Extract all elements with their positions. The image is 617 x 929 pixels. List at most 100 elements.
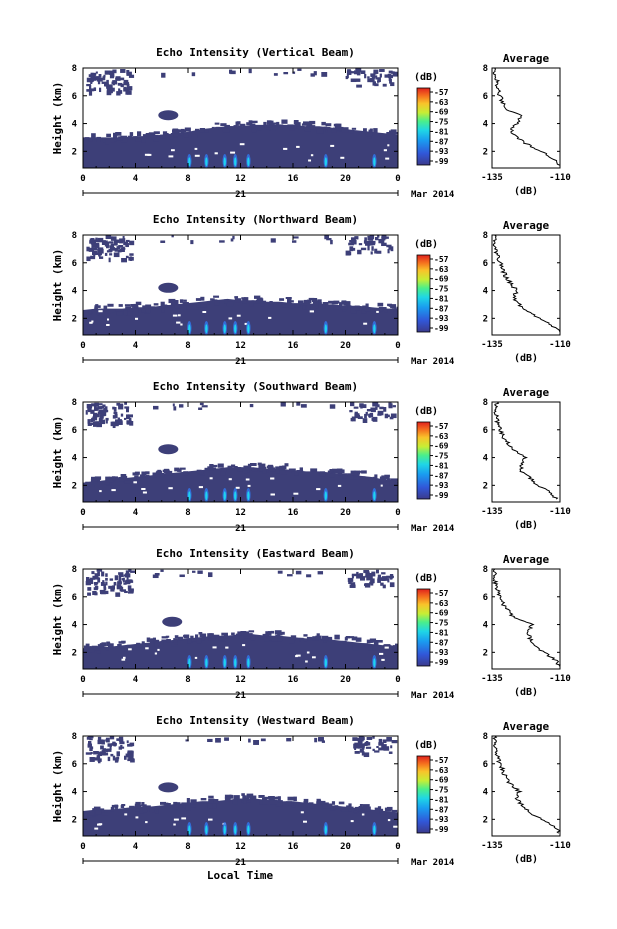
y-tick-label: 6 [72, 259, 77, 269]
x-tick-label: 20 [340, 341, 351, 351]
average-y-tick-label: 2 [483, 147, 488, 157]
average-x-tick-label: -135 [481, 173, 503, 183]
y-tick-label: 4 [72, 120, 78, 130]
colorbar-tick-label: -87 [434, 137, 449, 146]
y-axis-label: Height (km) [51, 82, 64, 155]
x-tick-label: 12 [235, 842, 246, 852]
colorbar-tick-label: -87 [434, 638, 449, 647]
colorbar-tick-label: -57 [434, 88, 449, 97]
average-frame [491, 234, 561, 336]
y-axis-label: Height (km) [51, 249, 64, 322]
colorbar-tick-label: -81 [434, 628, 449, 637]
y-tick-label: 8 [72, 231, 77, 241]
colorbar-tick-label: -57 [434, 422, 449, 431]
average-y-tick-label: 2 [483, 481, 488, 491]
average-title: Average [503, 386, 550, 399]
panel-3: Echo Intensity (Eastward Beam) 2 4 6 8 Height… [51, 547, 571, 701]
x-tick-label: 12 [235, 508, 246, 518]
colorbar-tick-label: -81 [434, 795, 449, 804]
echo-heatmap [83, 68, 398, 168]
colorbar-tick-label: -63 [434, 599, 449, 608]
average-x-tick-label: -110 [549, 340, 571, 350]
colorbar-tick-label: -69 [434, 442, 449, 451]
y-tick-label: 4 [72, 287, 78, 297]
x-tick-label: 0 [395, 675, 400, 685]
y-tick-label: 4 [72, 454, 78, 464]
average-x-label: (dB) [514, 520, 538, 531]
average-x-tick-label: -135 [481, 340, 503, 350]
average-y-tick-label: 4 [483, 621, 489, 631]
colorbar-unit: (dB) [414, 72, 438, 83]
colorbar-tick-label: -93 [434, 648, 449, 657]
x-tick-label: 8 [185, 174, 190, 184]
echo-layer [83, 798, 398, 836]
month-year-label: Mar 2014 [411, 190, 455, 200]
cloud-echo [158, 282, 179, 293]
y-tick-label: 2 [72, 481, 77, 491]
average-y-tick-label: 6 [483, 760, 488, 770]
y-tick-label: 8 [72, 565, 77, 575]
average-x-label: (dB) [514, 687, 538, 698]
colorbar [416, 421, 431, 500]
colorbar-unit: (dB) [414, 573, 438, 584]
colorbar-tick-label: -75 [434, 285, 449, 294]
colorbar-tick-label: -69 [434, 776, 449, 785]
x-tick-label: 8 [185, 508, 190, 518]
average-profile-line [492, 234, 561, 333]
panel-0: Echo Intensity (Vertical Beam) 2 4 6 8 Height… [51, 46, 571, 200]
average-x-tick-label: -110 [549, 674, 571, 684]
x-tick-label: 20 [340, 675, 351, 685]
average-profile-line [492, 735, 561, 834]
average-y-tick-label: 6 [483, 426, 488, 436]
colorbar-tick-label: -63 [434, 766, 449, 775]
average-frame [491, 568, 561, 670]
colorbar-tick-label: -99 [434, 324, 449, 333]
colorbar-tick-label: -63 [434, 265, 449, 274]
average-y-tick-label: 8 [483, 732, 488, 742]
x-tick-label: 20 [340, 842, 351, 852]
y-tick-label: 8 [72, 64, 77, 74]
average-y-tick-label: 6 [483, 259, 488, 269]
colorbar-tick-label: -81 [434, 127, 449, 136]
colorbar-tick-label: -93 [434, 815, 449, 824]
echo-heatmap [83, 402, 398, 502]
average-frame [491, 401, 561, 503]
date-label: 21 [235, 524, 246, 534]
colorbar-tick-label: -69 [434, 275, 449, 284]
x-tick-label: 4 [133, 842, 139, 852]
colorbar-tick-label: -75 [434, 619, 449, 628]
colorbar [416, 87, 431, 166]
y-tick-label: 2 [72, 314, 77, 324]
colorbar-tick-label: -63 [434, 98, 449, 107]
colorbar-tick-label: -75 [434, 452, 449, 461]
x-tick-label: 16 [288, 174, 299, 184]
y-tick-label: 8 [72, 732, 77, 742]
x-tick-label: 16 [288, 508, 299, 518]
colorbar-unit: (dB) [414, 740, 438, 751]
colorbar-tick-label: -75 [434, 786, 449, 795]
average-y-tick-label: 2 [483, 815, 488, 825]
x-tick-label: 4 [133, 508, 139, 518]
date-label: 21 [235, 858, 246, 868]
x-tick-label: 12 [235, 174, 246, 184]
cloud-echo [158, 444, 179, 455]
colorbar-tick-label: -57 [434, 255, 449, 264]
date-label: 21 [235, 357, 246, 367]
colorbar-tick-label: -69 [434, 609, 449, 618]
x-tick-label: 8 [185, 341, 190, 351]
y-tick-label: 6 [72, 760, 77, 770]
average-title: Average [503, 720, 550, 733]
x-tick-label: 12 [235, 341, 246, 351]
average-x-tick-label: -135 [481, 507, 503, 517]
cloud-echo [162, 616, 183, 627]
colorbar [416, 254, 431, 333]
average-y-tick-label: 8 [483, 398, 488, 408]
y-tick-label: 2 [72, 648, 77, 658]
average-frame [491, 67, 561, 169]
average-title: Average [503, 219, 550, 232]
x-tick-label: 16 [288, 341, 299, 351]
average-y-tick-label: 6 [483, 92, 488, 102]
average-y-tick-label: 6 [483, 593, 488, 603]
x-tick-label: 16 [288, 675, 299, 685]
